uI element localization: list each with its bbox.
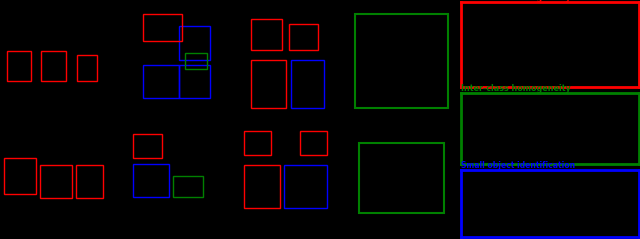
- Bar: [300, 131, 326, 155]
- Bar: [143, 14, 182, 41]
- Bar: [284, 165, 326, 208]
- Text: Inter-class homogeneity: Inter-class homogeneity: [461, 84, 570, 93]
- Text: Small object identification: Small object identification: [461, 161, 575, 170]
- Bar: [4, 158, 36, 194]
- Bar: [184, 53, 207, 69]
- Text: Intra-class homogeneity: Intra-class homogeneity: [461, 0, 570, 2]
- Bar: [244, 165, 280, 208]
- Bar: [40, 165, 72, 198]
- Bar: [179, 65, 211, 98]
- Bar: [359, 143, 444, 213]
- Bar: [291, 60, 324, 108]
- Bar: [42, 51, 66, 81]
- Bar: [143, 65, 179, 98]
- Bar: [250, 19, 282, 50]
- Bar: [133, 134, 163, 158]
- Bar: [250, 60, 287, 108]
- Bar: [133, 164, 169, 197]
- Bar: [244, 131, 271, 155]
- Bar: [289, 24, 317, 50]
- Bar: [179, 26, 211, 60]
- Bar: [355, 14, 447, 108]
- Bar: [76, 165, 103, 198]
- Bar: [173, 176, 202, 197]
- Bar: [77, 55, 97, 81]
- Bar: [6, 51, 31, 81]
